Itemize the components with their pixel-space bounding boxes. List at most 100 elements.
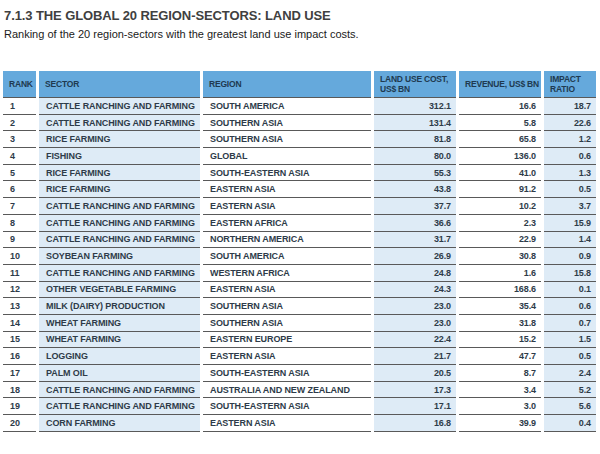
- revenue-cell: 8.7: [459, 365, 541, 382]
- region-cell: SOUTHERN ASIA: [203, 315, 371, 332]
- column-header-revenue: REVENUE, US$ BN: [459, 71, 541, 98]
- sector-cell: MILK (DAIRY) PRODUCTION: [39, 298, 200, 315]
- table-row: 9CATTLE RANCHING AND FARMINGNORTHERN AME…: [3, 232, 596, 249]
- rank-cell: 20: [3, 415, 36, 432]
- revenue-cell: 22.9: [459, 232, 541, 249]
- table-row: 4FISHINGGLOBAL80.0136.00.6: [3, 148, 596, 165]
- region-cell: SOUTH AMERICA: [203, 248, 371, 265]
- revenue-cell: 2.3: [459, 215, 541, 232]
- table-row: 14WHEAT FARMINGSOUTHERN ASIA23.031.80.7: [3, 315, 596, 332]
- impact-ratio-cell: 0.7: [544, 315, 596, 332]
- rank-cell: 14: [3, 315, 36, 332]
- table-body: 1CATTLE RANCHING AND FARMINGSOUTH AMERIC…: [3, 98, 596, 432]
- region-cell: SOUTHERN ASIA: [203, 115, 371, 132]
- region-cell: SOUTHERN ASIA: [203, 131, 371, 148]
- region-cell: SOUTH-EASTERN ASIA: [203, 398, 371, 415]
- column-header-region: REGION: [203, 71, 371, 98]
- sector-cell: RICE FARMING: [39, 181, 200, 198]
- sector-cell: CATTLE RANCHING AND FARMING: [39, 265, 200, 282]
- region-cell: SOUTH-EASTERN ASIA: [203, 165, 371, 182]
- impact-ratio-cell: 1.5: [544, 332, 596, 349]
- sector-cell: CATTLE RANCHING AND FARMING: [39, 398, 200, 415]
- rank-cell: 19: [3, 398, 36, 415]
- impact-ratio-cell: 18.7: [544, 98, 596, 115]
- column-header-impact-ratio: IMPACT RATIO: [544, 71, 596, 98]
- revenue-cell: 136.0: [459, 148, 541, 165]
- rank-cell: 17: [3, 365, 36, 382]
- impact-ratio-cell: 15.9: [544, 215, 596, 232]
- region-cell: EASTERN ASIA: [203, 181, 371, 198]
- revenue-cell: 31.8: [459, 315, 541, 332]
- sector-cell: CATTLE RANCHING AND FARMING: [39, 198, 200, 215]
- table-row: 19CATTLE RANCHING AND FARMINGSOUTH-EASTE…: [3, 398, 596, 415]
- region-cell: EASTERN EUROPE: [203, 332, 371, 349]
- land-use-cost-cell: 17.1: [374, 398, 456, 415]
- rank-cell: 5: [3, 165, 36, 182]
- land-use-cost-cell: 36.6: [374, 215, 456, 232]
- table-row: 12OTHER VEGETABLE FARMINGEASTERN ASIA24.…: [3, 282, 596, 299]
- sector-cell: OTHER VEGETABLE FARMING: [39, 282, 200, 299]
- table-row: 13MILK (DAIRY) PRODUCTIONSOUTHERN ASIA23…: [3, 298, 596, 315]
- sector-cell: SOYBEAN FARMING: [39, 248, 200, 265]
- rank-cell: 13: [3, 298, 36, 315]
- column-header-sector: SECTOR: [39, 71, 200, 98]
- revenue-cell: 91.2: [459, 181, 541, 198]
- land-use-cost-cell: 22.4: [374, 332, 456, 349]
- column-header-land-use-cost: LAND USE COST, US$ BN: [374, 71, 456, 98]
- rank-cell: 15: [3, 332, 36, 349]
- land-use-cost-cell: 31.7: [374, 232, 456, 249]
- region-sectors-table: RANK SECTOR REGION LAND USE COST, US$ BN…: [0, 71, 599, 432]
- table-row: 11CATTLE RANCHING AND FARMINGWESTERN AFR…: [3, 265, 596, 282]
- region-cell: SOUTH AMERICA: [203, 98, 371, 115]
- impact-ratio-cell: 1.4: [544, 232, 596, 249]
- impact-ratio-cell: 1.2: [544, 131, 596, 148]
- rank-cell: 10: [3, 248, 36, 265]
- table-row: 6RICE FARMINGEASTERN ASIA43.891.20.5: [3, 181, 596, 198]
- region-cell: EASTERN ASIA: [203, 198, 371, 215]
- rank-cell: 16: [3, 348, 36, 365]
- table-row: 3RICE FARMINGSOUTHERN ASIA81.865.81.2: [3, 131, 596, 148]
- revenue-cell: 30.8: [459, 248, 541, 265]
- land-use-cost-cell: 21.7: [374, 348, 456, 365]
- table-row: 10SOYBEAN FARMINGSOUTH AMERICA26.930.80.…: [3, 248, 596, 265]
- impact-ratio-cell: 0.5: [544, 348, 596, 365]
- rank-cell: 8: [3, 215, 36, 232]
- rank-cell: 18: [3, 382, 36, 399]
- impact-ratio-cell: 0.4: [544, 415, 596, 432]
- revenue-cell: 16.6: [459, 98, 541, 115]
- land-use-cost-cell: 16.8: [374, 415, 456, 432]
- impact-ratio-cell: 3.7: [544, 198, 596, 215]
- sector-cell: LOGGING: [39, 348, 200, 365]
- table-header-row: RANK SECTOR REGION LAND USE COST, US$ BN…: [3, 71, 596, 98]
- table-row: 20CORN FARMINGEASTERN ASIA16.839.90.4: [3, 415, 596, 432]
- land-use-cost-cell: 81.8: [374, 131, 456, 148]
- land-use-cost-cell: 43.8: [374, 181, 456, 198]
- region-cell: NORTHERN AMERICA: [203, 232, 371, 249]
- land-use-cost-cell: 23.0: [374, 315, 456, 332]
- page-subtitle: Ranking of the 20 region-sectors with th…: [4, 28, 359, 40]
- region-cell: AUSTRALIA AND NEW ZEALAND: [203, 382, 371, 399]
- revenue-cell: 1.6: [459, 265, 541, 282]
- region-cell: EASTERN ASIA: [203, 415, 371, 432]
- impact-ratio-cell: 0.1: [544, 282, 596, 299]
- revenue-cell: 41.0: [459, 165, 541, 182]
- table-row: 18CATTLE RANCHING AND FARMINGAUSTRALIA A…: [3, 382, 596, 399]
- rank-cell: 3: [3, 131, 36, 148]
- region-cell: EASTERN ASIA: [203, 282, 371, 299]
- revenue-cell: 10.2: [459, 198, 541, 215]
- impact-ratio-cell: 0.9: [544, 248, 596, 265]
- land-use-cost-cell: 20.5: [374, 365, 456, 382]
- impact-ratio-cell: 15.8: [544, 265, 596, 282]
- table-row: 8CATTLE RANCHING AND FARMINGEASTERN AFRI…: [3, 215, 596, 232]
- impact-ratio-cell: 22.6: [544, 115, 596, 132]
- revenue-cell: 3.4: [459, 382, 541, 399]
- land-use-cost-cell: 312.1: [374, 98, 456, 115]
- sector-cell: RICE FARMING: [39, 165, 200, 182]
- sector-cell: FISHING: [39, 148, 200, 165]
- land-use-cost-cell: 55.3: [374, 165, 456, 182]
- rank-cell: 7: [3, 198, 36, 215]
- land-use-cost-cell: 17.3: [374, 382, 456, 399]
- land-use-cost-cell: 80.0: [374, 148, 456, 165]
- rank-cell: 6: [3, 181, 36, 198]
- revenue-cell: 3.0: [459, 398, 541, 415]
